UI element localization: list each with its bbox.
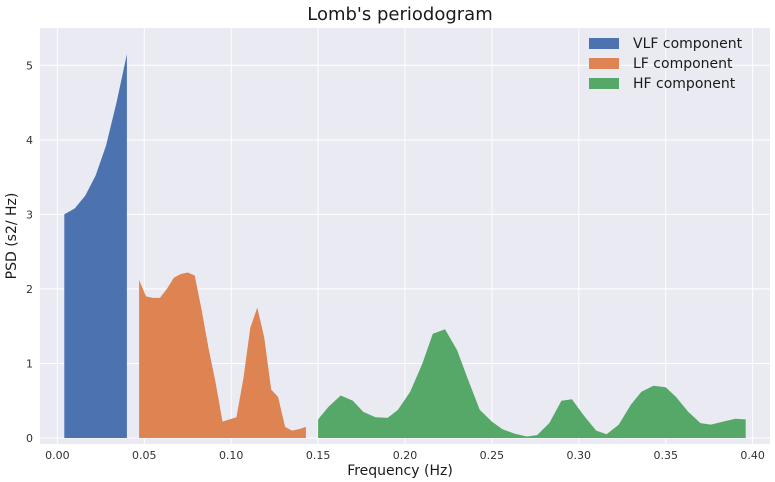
x-tick-label: 0.40 [740, 449, 765, 462]
legend: VLF component LF component HF component [589, 36, 743, 92]
y-tick-label: 2 [26, 283, 33, 296]
x-tick-label: 0.30 [567, 449, 592, 462]
area-series-2 [139, 272, 306, 438]
area-series-1 [64, 54, 127, 438]
legend-swatch [589, 58, 619, 69]
area-series-3 [318, 329, 746, 438]
legend-label: HF component [633, 76, 736, 92]
y-axis-ticks: 0 1 2 3 4 5 [26, 59, 33, 445]
y-axis-label: PSD (s2/ Hz) [4, 193, 20, 280]
x-tick-label: 0.25 [480, 449, 505, 462]
chart-title: Lomb's periodogram [307, 4, 492, 25]
x-tick-label: 0.00 [45, 449, 70, 462]
y-tick-label: 4 [26, 134, 33, 147]
x-tick-label: 0.15 [306, 449, 331, 462]
y-tick-label: 5 [26, 59, 33, 72]
legend-swatch [589, 78, 619, 89]
grid-lines [40, 28, 770, 444]
x-tick-label: 0.10 [219, 449, 244, 462]
x-tick-label: 0.35 [653, 449, 678, 462]
legend-label: LF component [633, 56, 733, 72]
x-axis-label: Frequency (Hz) [347, 463, 453, 479]
legend-label: VLF component [633, 36, 743, 52]
y-tick-label: 1 [26, 357, 33, 370]
x-tick-label: 0.20 [393, 449, 418, 462]
y-tick-label: 3 [26, 208, 33, 221]
x-axis-ticks: 0.00 0.05 0.10 0.15 0.20 0.25 0.30 0.35 0.40 [45, 449, 765, 462]
x-tick-label: 0.05 [132, 449, 157, 462]
y-tick-label: 0 [26, 432, 33, 445]
legend-swatch [589, 38, 619, 49]
series-areas [64, 54, 746, 438]
